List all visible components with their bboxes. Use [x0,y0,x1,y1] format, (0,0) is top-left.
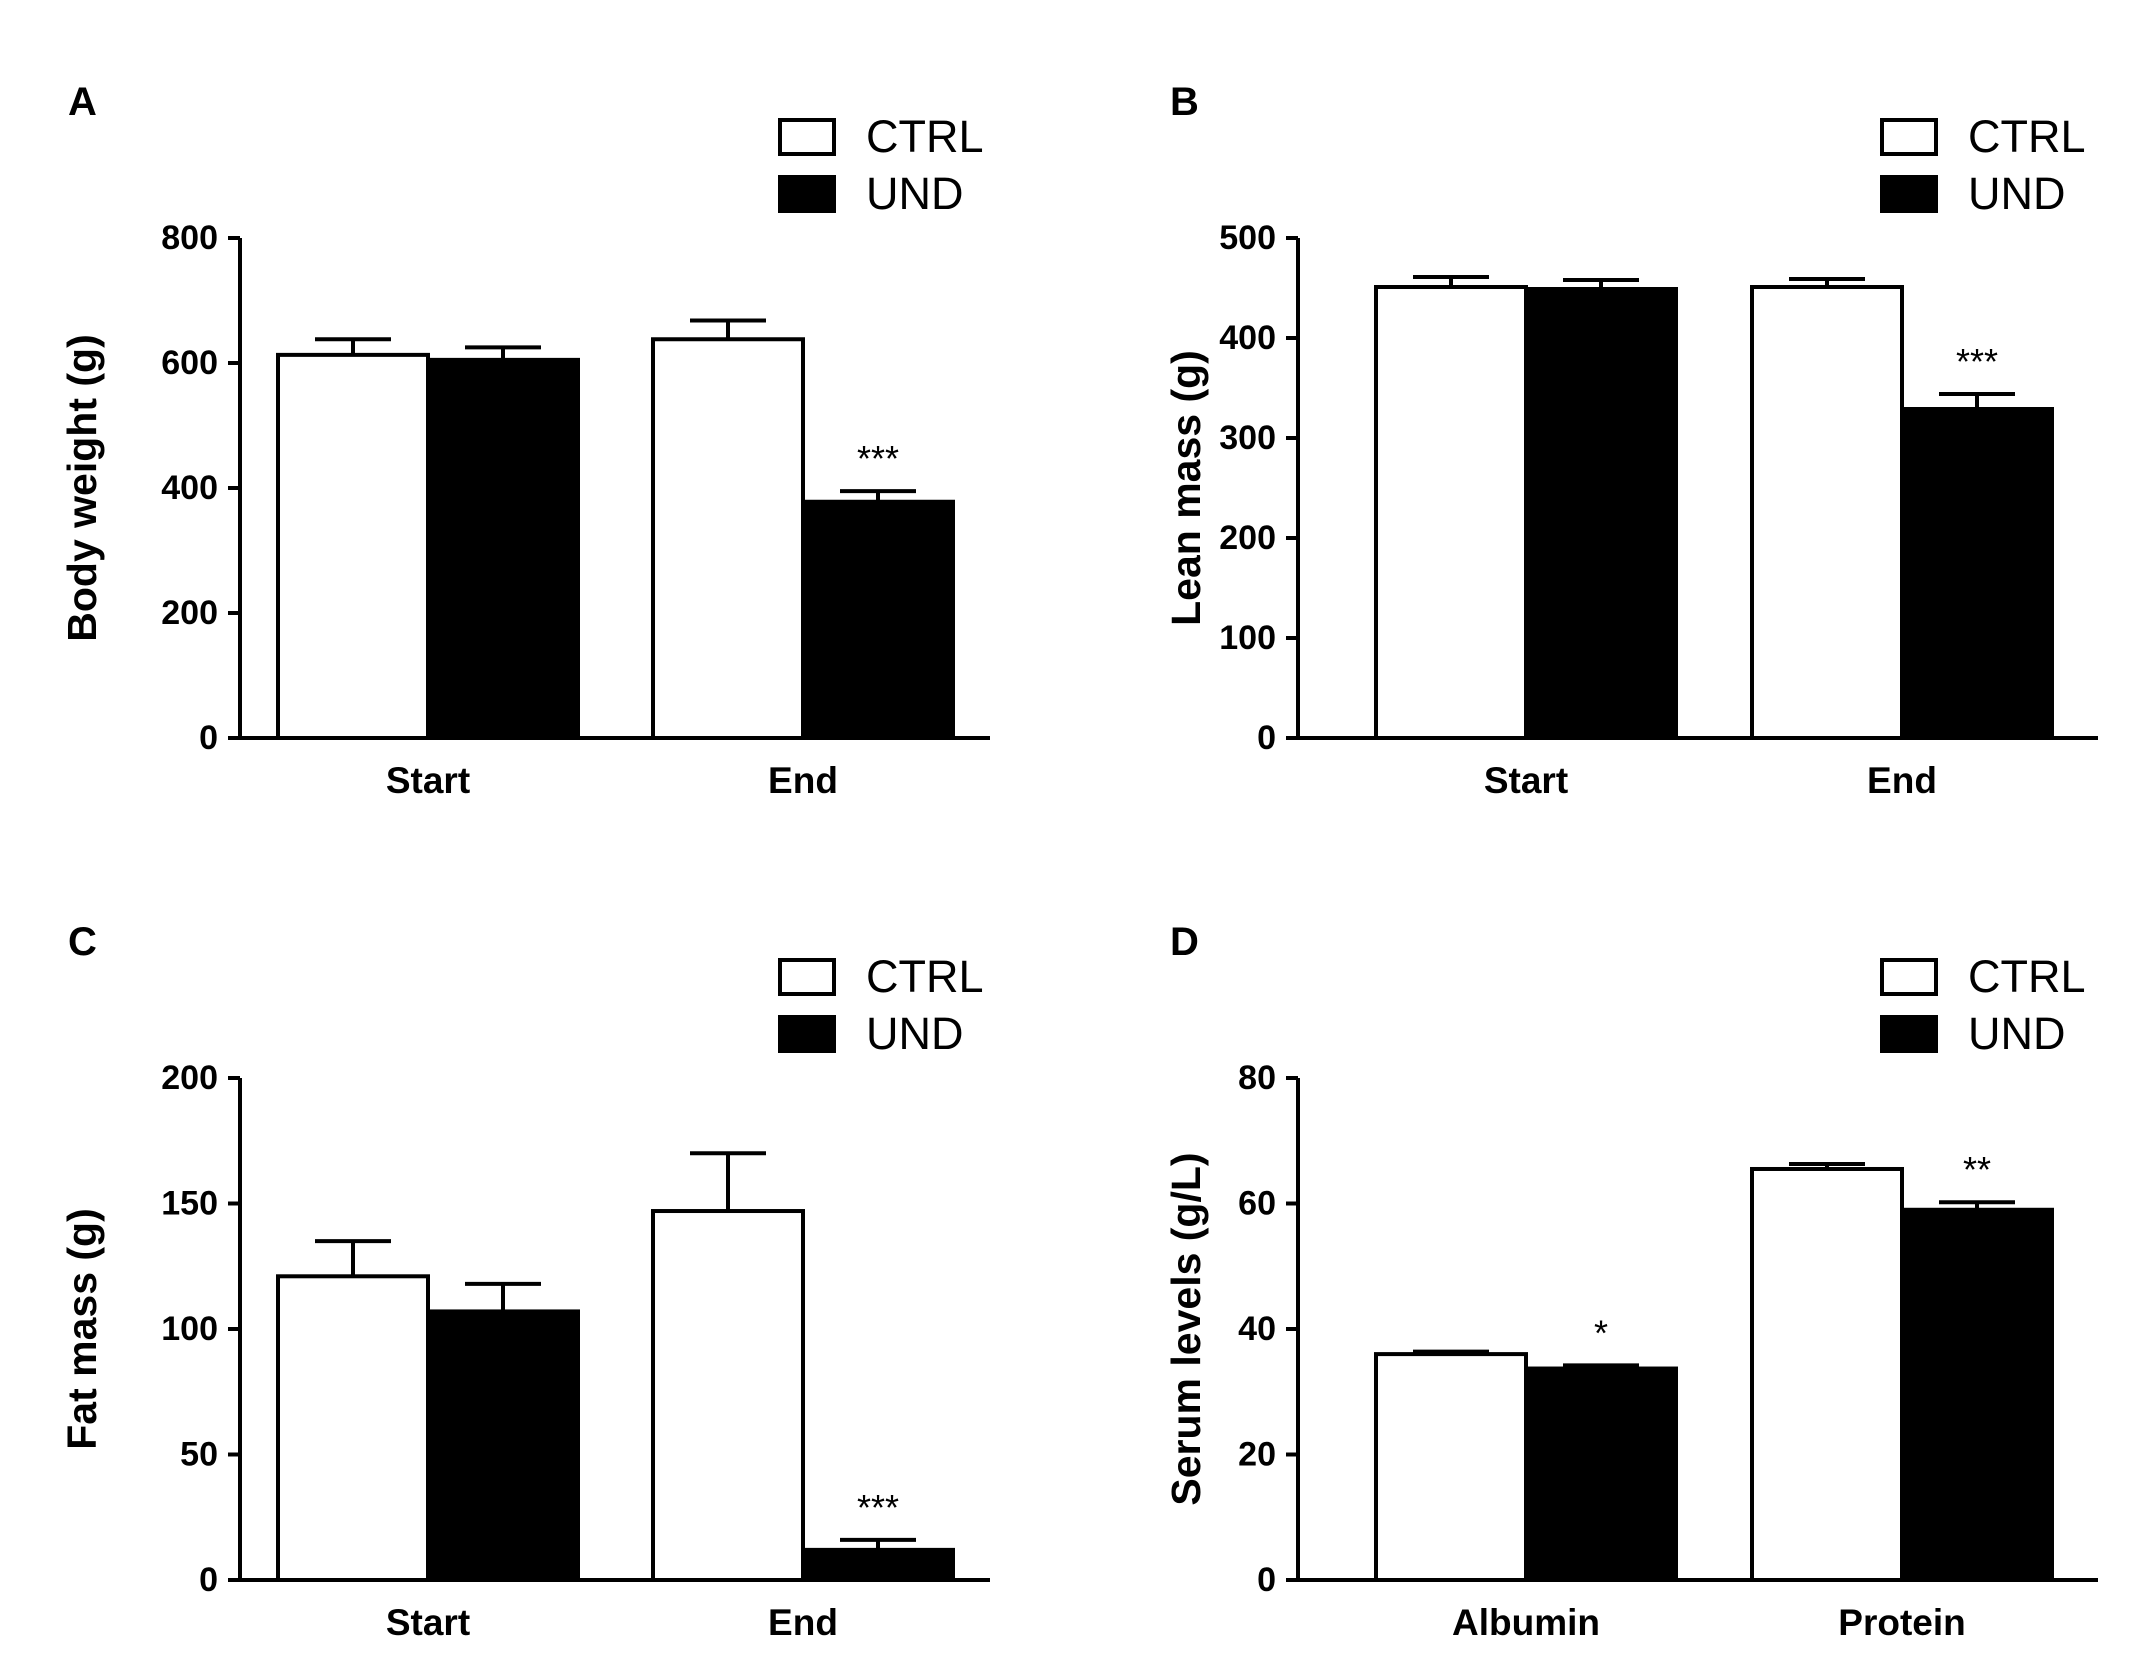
y-tick-label: 600 [161,344,218,382]
y-axis-title: Lean mass (g) [1163,350,1209,626]
y-tick-label: 400 [1219,319,1276,357]
legend-label-ctrl: CTRL [1968,951,2086,1002]
x-tick-label: Albumin [1452,1602,1600,1643]
bar-ctrl-start [276,352,430,740]
panel-letter: D [1170,920,1199,964]
y-tick-label: 0 [199,1561,218,1599]
significance-marker: ** [1963,1149,1991,1190]
bar-ctrl-albumin [1374,1352,1528,1582]
y-tick-label: 100 [161,1310,218,1348]
legend: CTRL UND [778,951,984,1059]
legend-swatch-ctrl [1880,958,1938,996]
panel-letter: C [68,920,97,964]
significance-marker: *** [857,438,899,479]
legend: CTRL UND [778,111,984,219]
x-tick-label: Start [386,1602,470,1643]
legend-swatch-und [1880,175,1938,213]
y-tick-label: 200 [161,594,218,632]
bar-und-albumin [1524,1366,1678,1582]
legend-label-und: UND [1968,168,2066,219]
significance-marker: *** [1956,341,1998,382]
y-tick-label: 60 [1238,1185,1276,1223]
y-tick-label: 40 [1238,1310,1276,1348]
y-tick-label: 500 [1219,219,1276,257]
legend-label-und: UND [866,1008,964,1059]
legend-swatch-und [778,175,836,213]
bar-ctrl-end [1750,285,1904,740]
bar-und-protein [1900,1207,2054,1583]
legend: CTRL UND [1880,951,2086,1059]
x-tick-label: Protein [1838,1602,1965,1643]
y-tick-label: 0 [1257,1561,1276,1599]
legend-label-ctrl: CTRL [866,951,984,1002]
y-tick-label: 200 [1219,519,1276,557]
x-tick-label: Start [386,760,470,801]
panel-d: D CTRL UND Serum levels (g/L) 0 20 40 60 80 Album… [1163,920,2098,1643]
significance-marker: *** [857,1487,899,1528]
panel-c: C CTRL UND Fat mass (g) 0 50 100 150 200 Start End… [59,920,990,1643]
y-tick-label: 20 [1238,1436,1276,1474]
x-tick-label: End [1867,760,1937,801]
legend-swatch-ctrl [778,118,836,156]
y-tick-label: 800 [161,219,218,257]
bar-und-end [801,499,955,740]
panel-b: B CTRL UND Lean mass (g) 0 100 200 300 400 500 Sta… [1163,80,2098,801]
y-axis-title: Body weight (g) [59,334,105,641]
x-tick-label: End [768,1602,838,1643]
y-tick-label: 200 [161,1059,218,1097]
bar-ctrl-protein [1750,1166,1904,1583]
y-tick-label: 0 [1257,719,1276,757]
legend-swatch-ctrl [778,958,836,996]
significance-marker: * [1594,1312,1608,1353]
legend-label-ctrl: CTRL [1968,111,2086,162]
bar-und-end [801,1547,955,1583]
x-tick-label: End [768,760,838,801]
y-tick-label: 400 [161,469,218,507]
bar-und-start [426,357,580,740]
bar-ctrl-end [651,1209,805,1583]
legend-swatch-und [778,1015,836,1053]
y-tick-label: 50 [180,1436,218,1474]
x-tick-label: Start [1484,760,1568,801]
legend: CTRL UND [1880,111,2086,219]
legend-swatch-ctrl [1880,118,1938,156]
bar-ctrl-start [276,1274,430,1583]
y-tick-label: 300 [1219,419,1276,457]
bar-und-start [426,1309,580,1583]
bar-und-start [1524,287,1678,740]
y-axis-title: Serum levels (g/L) [1163,1152,1209,1505]
bar-und-end [1900,407,2054,740]
y-tick-label: 80 [1238,1059,1276,1097]
y-tick-label: 0 [199,719,218,757]
legend-label-ctrl: CTRL [866,111,984,162]
y-tick-label: 100 [1219,619,1276,657]
legend-swatch-und [1880,1015,1938,1053]
legend-label-und: UND [866,168,964,219]
y-tick-label: 150 [161,1185,218,1223]
legend-label-und: UND [1968,1008,2066,1059]
panel-letter: B [1170,80,1199,124]
y-axis-title: Fat mass (g) [59,1208,105,1450]
bar-ctrl-start [1374,285,1528,740]
panel-letter: A [68,80,97,124]
bar-ctrl-end [651,337,805,740]
panel-a: A CTRL UND Body weight (g) 0 200 400 600 800 Star… [59,80,990,801]
